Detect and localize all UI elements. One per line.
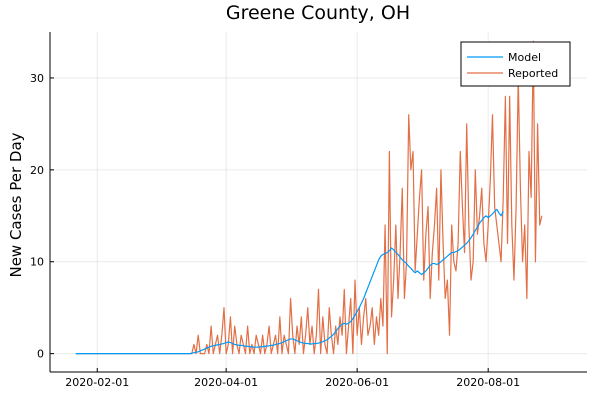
legend-box xyxy=(460,41,571,87)
series-lines xyxy=(75,40,543,355)
legend-label-model: Model xyxy=(508,51,541,64)
series-line-reported xyxy=(75,40,543,355)
series-line-model xyxy=(75,208,504,355)
y-tick-label: 30 xyxy=(30,72,44,85)
x-tick-label: 2020-08-01 xyxy=(456,376,520,389)
y-tick-label: 0 xyxy=(37,348,44,361)
legend-label-reported: Reported xyxy=(508,67,558,80)
y-tick-label: 20 xyxy=(30,164,44,177)
chart-title: Greene County, OH xyxy=(226,2,410,24)
y-tick-label: 10 xyxy=(30,256,44,269)
x-tick-label: 2020-04-01 xyxy=(194,376,258,389)
x-tick-label: 2020-02-01 xyxy=(65,376,129,389)
legend: Model Reported xyxy=(460,41,571,87)
x-tick-label: 2020-06-01 xyxy=(325,376,389,389)
axes xyxy=(49,32,587,373)
y-axis-label: New Cases Per Day xyxy=(7,132,25,277)
tick-labels: 2020-02-01 2020-04-01 2020-06-01 2020-08-01… xyxy=(30,72,520,389)
